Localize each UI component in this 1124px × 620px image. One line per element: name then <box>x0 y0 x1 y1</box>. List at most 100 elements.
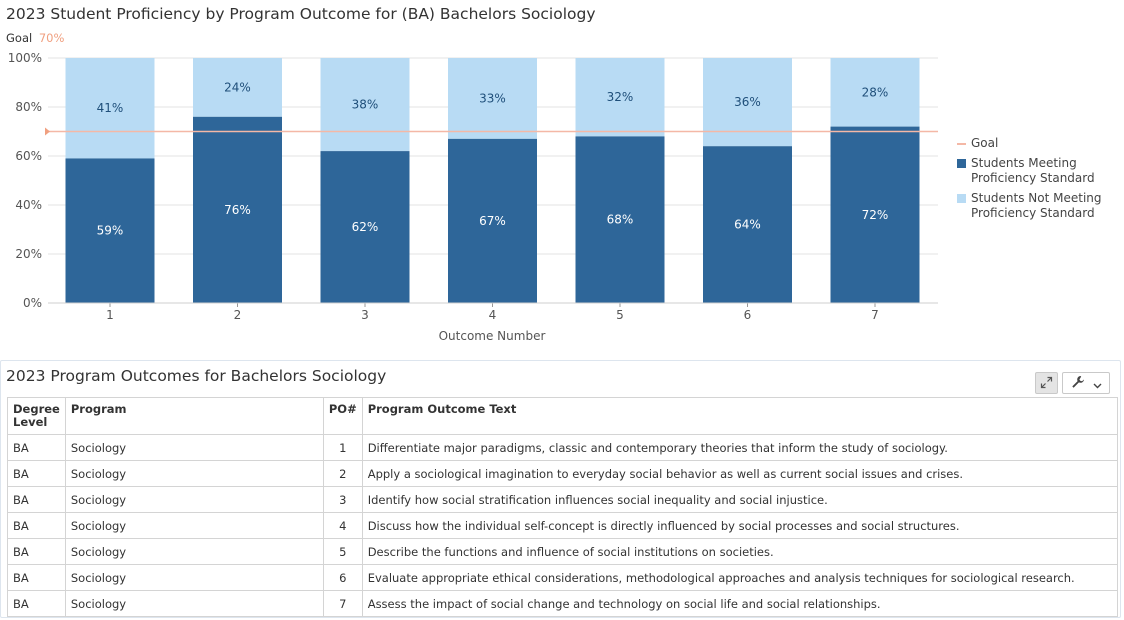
y-tick-label: 100% <box>8 51 42 65</box>
cell-program: Sociology <box>64 512 324 539</box>
bar-meeting <box>575 136 665 303</box>
data-label-meeting: 68% <box>607 213 634 227</box>
legend-item-not-meeting[interactable]: Students Not Meeting Proficiency Standar… <box>957 191 1102 221</box>
bar-not-meeting <box>448 58 537 139</box>
bar-not-meeting <box>575 58 665 137</box>
data-label-meeting: 67% <box>479 214 506 228</box>
cell-degree-level: BA <box>7 512 66 539</box>
cell-po-number: 3 <box>322 486 363 513</box>
cell-degree-level: BA <box>7 564 66 591</box>
chart-title: 2023 Student Proficiency by Program Outc… <box>6 5 596 23</box>
bar-meeting <box>320 151 410 303</box>
x-tick-label: 5 <box>616 308 624 322</box>
cell-po-number: 5 <box>322 538 363 565</box>
goal-line-layer <box>45 127 938 136</box>
table-row: BA Sociology 2 Apply a sociological imag… <box>7 460 1119 487</box>
legend-label-not-meeting-line2: Proficiency Standard <box>971 206 1095 220</box>
cell-outcome-text: Assess the impact of social change and t… <box>361 590 1119 617</box>
cell-po-number: 4 <box>322 512 363 539</box>
cell-outcome-text: Describe the functions and influence of … <box>361 538 1119 565</box>
bar-not-meeting <box>320 58 410 152</box>
header-program[interactable]: Program <box>64 397 324 435</box>
chevron-down-icon <box>1093 374 1102 393</box>
y-tick-label: 60% <box>15 149 42 163</box>
data-label-not-meeting: 36% <box>734 95 761 109</box>
legend-label-goal: Goal <box>971 136 999 150</box>
data-label-not-meeting: 24% <box>224 80 251 94</box>
table-row: BA Sociology 7 Assess the impact of soci… <box>7 590 1119 617</box>
legend-label-meeting-line1: Students Meeting <box>971 156 1077 170</box>
table-row: BA Sociology 4 Discuss how the individua… <box>7 512 1119 539</box>
cell-degree-level: BA <box>7 434 66 461</box>
data-label-not-meeting: 41% <box>97 101 124 115</box>
y-tick-label: 20% <box>15 247 42 261</box>
bar-not-meeting <box>193 58 282 117</box>
data-label-not-meeting: 38% <box>352 98 379 112</box>
cell-degree-level: BA <box>7 590 66 617</box>
y-axis-ticks: 0% 20% 40% 60% 80% 100% <box>8 51 42 310</box>
legend-item-goal[interactable]: Goal <box>957 136 1102 151</box>
wrench-icon <box>1071 374 1085 393</box>
cell-program: Sociology <box>64 434 324 461</box>
legend-label-meeting-line2: Proficiency Standard <box>971 171 1095 185</box>
cell-outcome-text: Identify how social stratification influ… <box>361 486 1119 513</box>
goal-indicator: Goal 70% <box>6 31 64 45</box>
x-tick-label: 3 <box>361 308 369 322</box>
cell-program: Sociology <box>64 460 324 487</box>
table-title: 2023 Program Outcomes for Bachelors Soci… <box>6 367 387 385</box>
settings-menu-button[interactable] <box>1062 372 1110 394</box>
cell-outcome-text: Differentiate major paradigms, classic a… <box>361 434 1119 461</box>
chart-legend: Goal Students Meeting Proficiency Standa… <box>957 136 1102 226</box>
x-axis-ticks: 1 2 3 4 5 6 7 <box>48 302 938 322</box>
data-label-meeting: 62% <box>352 220 379 234</box>
header-outcome-text[interactable]: Program Outcome Text <box>361 397 1119 435</box>
cell-outcome-text: Apply a sociological imagination to ever… <box>361 460 1119 487</box>
data-label-not-meeting: 28% <box>862 85 889 99</box>
expand-button[interactable] <box>1035 372 1058 394</box>
x-tick-label: 6 <box>744 308 752 322</box>
bar-not-meeting <box>830 58 920 127</box>
bar-meeting <box>448 138 537 303</box>
cell-degree-level: BA <box>7 460 66 487</box>
header-degree-level[interactable]: Degree Level <box>7 397 66 435</box>
legend-item-meeting[interactable]: Students Meeting Proficiency Standard <box>957 156 1102 186</box>
data-label-not-meeting: 33% <box>479 91 506 105</box>
table-row: BA Sociology 3 Identify how social strat… <box>7 486 1119 513</box>
x-tick-label: 2 <box>234 308 242 322</box>
goal-label: Goal <box>6 31 33 45</box>
data-label-meeting: 76% <box>224 203 251 217</box>
cell-program: Sociology <box>64 538 324 565</box>
bar-meeting <box>65 158 155 303</box>
data-label-meeting: 59% <box>97 224 124 238</box>
cell-program: Sociology <box>64 486 324 513</box>
cell-po-number: 2 <box>322 460 363 487</box>
program-outcomes-table: Degree Level Program PO# Program Outcome… <box>7 397 1119 617</box>
panel-toolbar <box>1035 372 1110 394</box>
x-tick-label: 7 <box>871 308 879 322</box>
goal-marker <box>45 127 50 136</box>
bar-not-meeting <box>65 58 155 159</box>
header-po-number[interactable]: PO# <box>322 397 363 435</box>
expand-icon <box>1040 374 1053 393</box>
cell-degree-level: BA <box>7 486 66 513</box>
legend-label-not-meeting: Students Not Meeting Proficiency Standar… <box>971 191 1102 221</box>
legend-label-not-meeting-line1: Students Not Meeting <box>971 191 1102 205</box>
cell-program: Sociology <box>64 564 324 591</box>
bar-meeting <box>193 116 282 303</box>
y-tick-label: 40% <box>15 198 42 212</box>
data-label-not-meeting: 32% <box>607 90 634 104</box>
meeting-swatch <box>957 159 966 168</box>
cell-degree-level: BA <box>7 538 66 565</box>
cell-po-number: 1 <box>322 434 363 461</box>
program-outcomes-panel: 2023 Program Outcomes for Bachelors Soci… <box>0 360 1121 618</box>
table-row: BA Sociology 5 Describe the functions an… <box>7 538 1119 565</box>
y-tick-label: 80% <box>15 100 42 114</box>
x-axis-label: Outcome Number <box>439 329 546 343</box>
cell-outcome-text: Evaluate appropriate ethical considerati… <box>361 564 1119 591</box>
x-tick-label: 1 <box>106 308 114 322</box>
data-label-meeting: 72% <box>862 208 889 222</box>
goal-value: 70% <box>38 31 65 45</box>
table-row: BA Sociology 6 Evaluate appropriate ethi… <box>7 564 1119 591</box>
legend-label-meeting: Students Meeting Proficiency Standard <box>971 156 1095 186</box>
cell-program: Sociology <box>64 590 324 617</box>
